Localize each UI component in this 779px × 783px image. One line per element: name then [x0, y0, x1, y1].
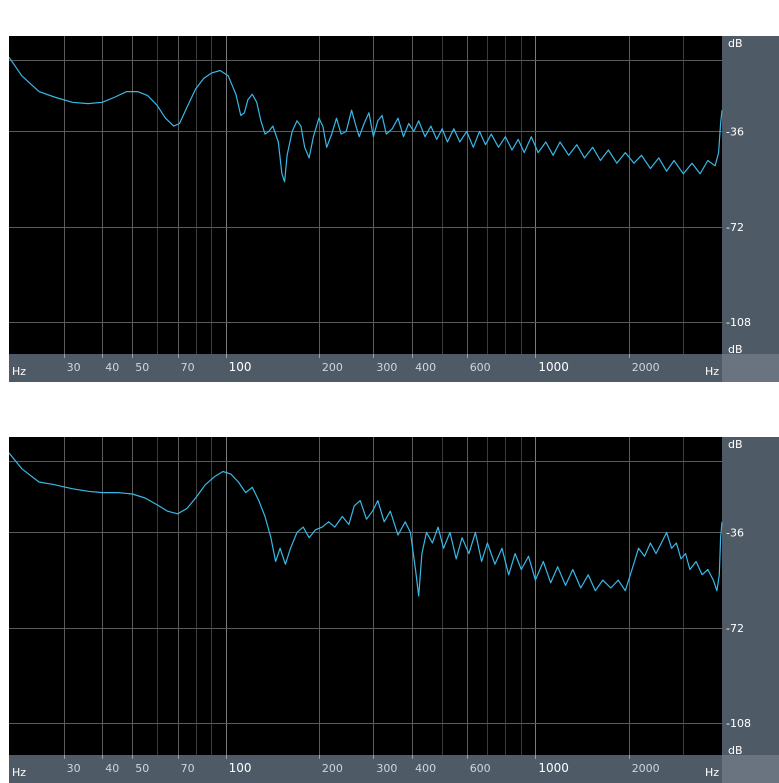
x-axis-bar: [9, 755, 722, 783]
y-axis-bar: [722, 437, 779, 783]
plot-area: [9, 437, 722, 755]
x-tick-label: 600: [470, 762, 491, 775]
spectrum-chart-bottom: 30 40 50 70 100 200 300 400 600 1000 2000 Hz Hz -36 -7…: [9, 437, 779, 783]
axis-corner: [722, 354, 779, 382]
y-tick-label: -36: [726, 125, 744, 138]
y-axis-bar: [722, 36, 779, 382]
spectrum-chart-top: 30 40 50 70 100 200 300 400 600 1000 2000 Hz Hz -36 -7…: [9, 36, 779, 382]
x-tick-label: 200: [322, 762, 343, 775]
x-tick-label: 200: [322, 361, 343, 374]
y-unit-label: dB: [728, 343, 743, 356]
x-tick-label: 1000: [538, 360, 569, 374]
x-tick-label: 2000: [632, 361, 660, 374]
x-tick-label: 1000: [538, 761, 569, 775]
y-tick-label: -108: [726, 316, 751, 329]
spectrum-trace: [9, 56, 723, 183]
x-tick-label: 2000: [632, 762, 660, 775]
y-tick-label: -72: [726, 622, 744, 635]
x-tick-label: 600: [470, 361, 491, 374]
x-tick-label: 70: [181, 762, 195, 775]
y-unit-label: dB: [728, 37, 743, 50]
spectrum-panel-top: 30 40 50 70 100 200 300 400 600 1000 2000 Hz Hz -36 -7…: [9, 36, 779, 382]
x-tick-label: 400: [415, 762, 436, 775]
y-tick-label: -36: [726, 526, 744, 539]
x-tick-label: 70: [181, 361, 195, 374]
x-tick-label: 300: [376, 762, 397, 775]
y-tick-label: -108: [726, 717, 751, 730]
x-tick-label: 50: [135, 361, 149, 374]
axis-corner: [722, 755, 779, 783]
y-unit-label: dB: [728, 744, 743, 757]
x-unit-label: Hz: [705, 365, 719, 378]
y-unit-label: dB: [728, 438, 743, 451]
y-tick-label: -72: [726, 221, 744, 234]
x-tick-label: 30: [67, 762, 81, 775]
x-tick-label: 100: [229, 761, 252, 775]
x-tick-label: 300: [376, 361, 397, 374]
x-tick-label: 40: [105, 361, 119, 374]
x-axis-bar: [9, 354, 722, 382]
x-tick-label: 400: [415, 361, 436, 374]
spectrum-trace: [9, 452, 723, 597]
x-unit-label: Hz: [12, 365, 26, 378]
x-unit-label: Hz: [705, 766, 719, 779]
x-tick-label: 50: [135, 762, 149, 775]
x-tick-label: 30: [67, 361, 81, 374]
x-tick-label: 100: [229, 360, 252, 374]
x-unit-label: Hz: [12, 766, 26, 779]
x-tick-label: 40: [105, 762, 119, 775]
plot-area: [9, 36, 722, 354]
spectrum-panel-bottom: 30 40 50 70 100 200 300 400 600 1000 2000 Hz Hz -36 -7…: [9, 437, 779, 783]
